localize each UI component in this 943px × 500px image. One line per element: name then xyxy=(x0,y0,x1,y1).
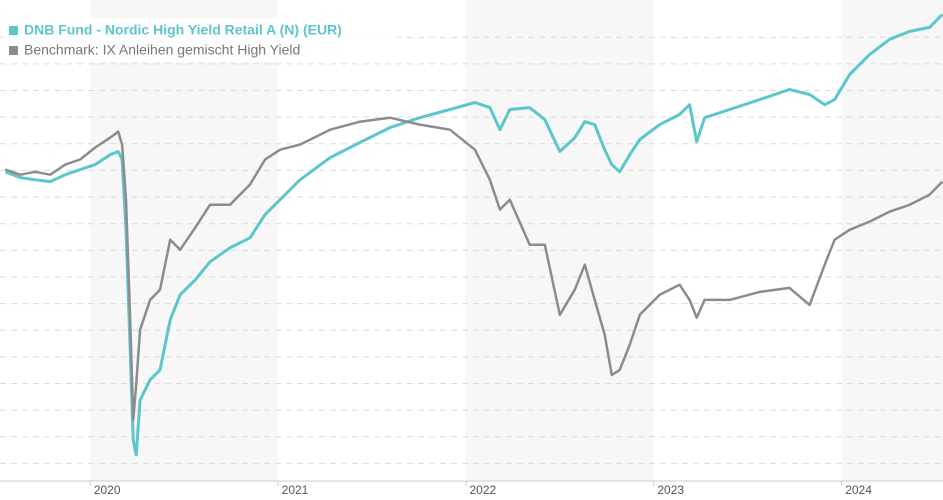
legend-label: Benchmark: IX Anleihen gemischt High Yie… xyxy=(24,42,300,58)
year-band xyxy=(465,0,654,481)
x-tick-label: 2021 xyxy=(282,483,309,497)
legend-background xyxy=(4,18,394,62)
x-axis: 2020 2021 2022 2023 2024 xyxy=(0,480,943,497)
x-tick-label: 2022 xyxy=(470,483,497,497)
series-line xyxy=(4,116,943,422)
legend-swatch xyxy=(9,26,18,35)
x-tick-label: 2020 xyxy=(94,483,121,497)
legend-label: DNB Fund - Nordic High Yield Retail A (N… xyxy=(24,22,342,38)
year-band xyxy=(90,0,279,481)
x-tick-label: 2023 xyxy=(657,483,684,497)
year-bands xyxy=(90,0,943,481)
legend: DNB Fund - Nordic High Yield Retail A (N… xyxy=(4,18,394,62)
year-band xyxy=(841,0,943,481)
lines xyxy=(4,13,943,457)
x-tick-label: 2024 xyxy=(845,483,872,497)
legend-swatch xyxy=(9,46,18,55)
